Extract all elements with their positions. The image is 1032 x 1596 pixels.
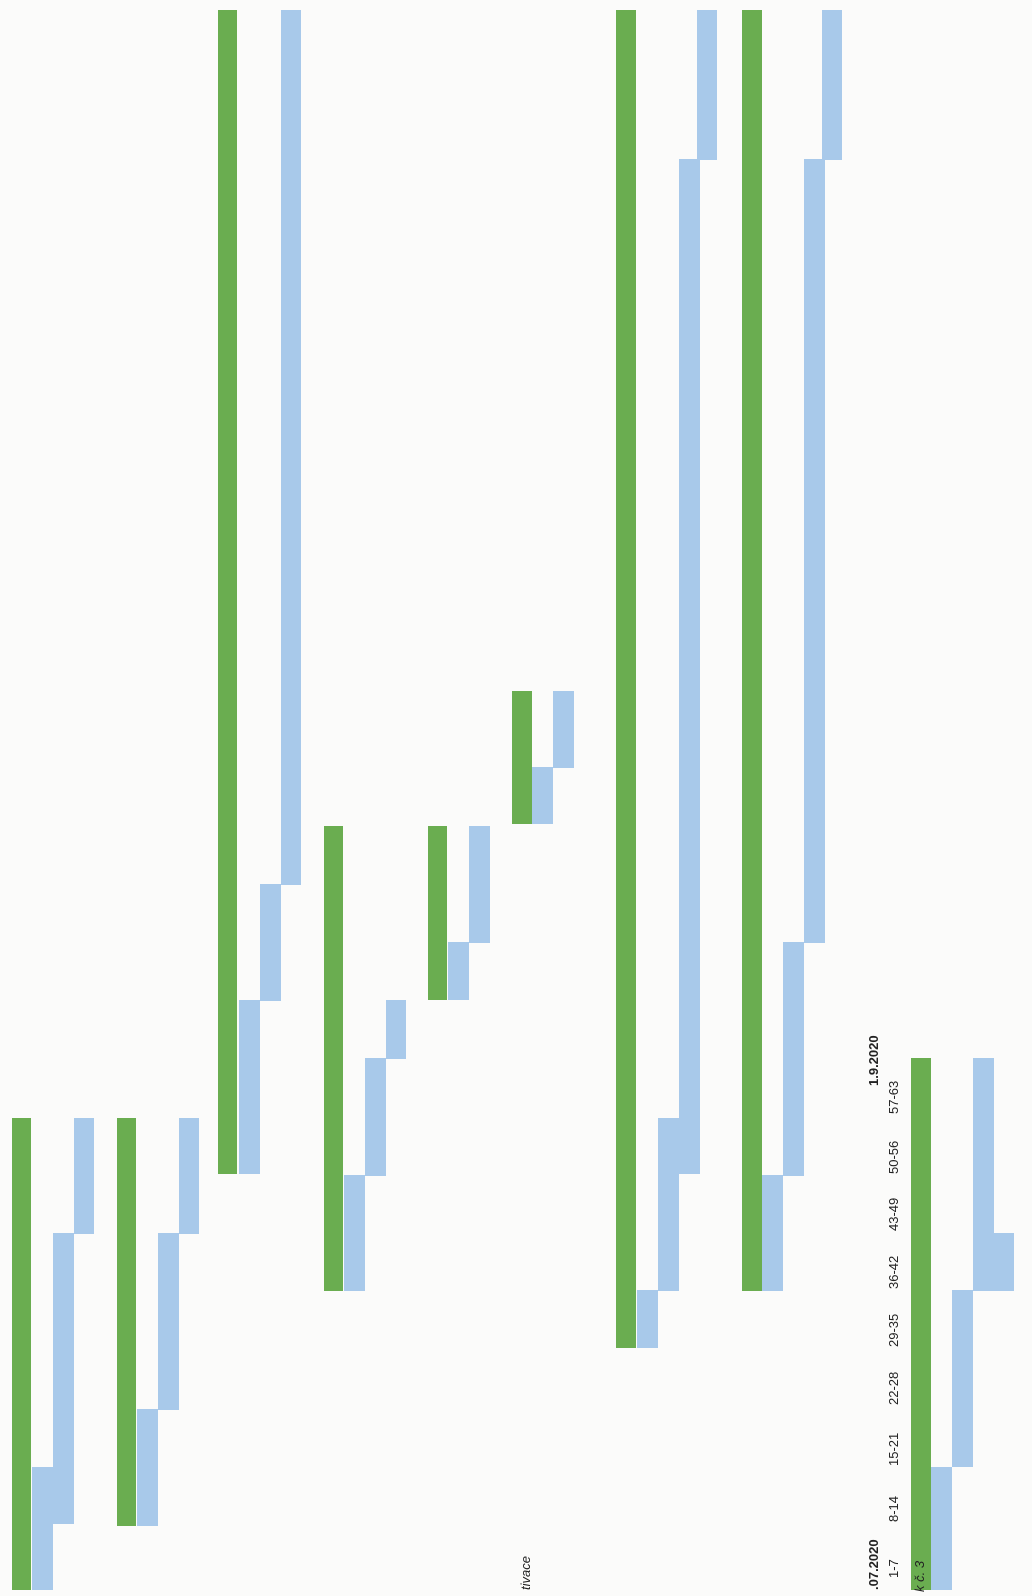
gantt-bar-actual	[365, 1058, 386, 1176]
gantt-bar-actual	[344, 1175, 365, 1291]
start-date-label: .07.2020	[866, 1539, 881, 1590]
gantt-bar-actual	[679, 1118, 700, 1174]
gantt-bar-actual	[679, 159, 700, 1174]
gantt-bar-actual	[804, 159, 825, 943]
gantt-bar-actual	[822, 10, 842, 160]
gantt-bar-actual	[386, 1000, 406, 1059]
week-range-label: 57-63	[886, 1080, 901, 1114]
row-label: k č. 3	[912, 1560, 927, 1592]
gantt-bar-planned	[324, 826, 343, 1291]
gantt-bar-planned	[117, 1118, 136, 1526]
week-range-label: 50-56	[886, 1140, 901, 1174]
timeline-bar-actual	[973, 1233, 994, 1291]
week-range-label: 36-42	[886, 1255, 901, 1289]
week-range-label: 8-14	[886, 1495, 901, 1522]
end-date-label: 1.9.2020	[866, 1035, 881, 1086]
week-range-label: 22-28	[886, 1371, 901, 1405]
gantt-bar-actual	[260, 884, 281, 1001]
gantt-bar-actual	[658, 1118, 679, 1291]
timeline-bar-planned	[911, 1058, 931, 1590]
week-range-label: 43-49	[886, 1197, 901, 1231]
gantt-bar-actual	[469, 826, 490, 943]
gantt-bar-actual	[179, 1118, 199, 1234]
gantt-bar-actual	[53, 1233, 74, 1524]
gantt-bar-actual	[637, 1290, 658, 1348]
gantt-bar-actual	[762, 1175, 783, 1291]
gantt-bar-planned	[428, 826, 447, 1000]
gantt-bar-actual	[697, 10, 717, 160]
gantt-bar-planned	[742, 10, 762, 1291]
gantt-bar-planned	[12, 1118, 31, 1590]
timeline-bar-actual	[992, 1233, 1014, 1291]
week-range-label: 1-7	[886, 1559, 901, 1578]
gantt-bar-actual	[553, 691, 574, 768]
timeline-bar-actual	[931, 1467, 952, 1590]
timeline-bar-actual	[952, 1290, 973, 1467]
gantt-bar-actual	[281, 10, 301, 885]
gantt-bar-actual	[32, 1467, 53, 1590]
gantt-bar-actual	[239, 1000, 260, 1174]
week-range-label: 29-35	[886, 1313, 901, 1347]
gantt-bar-actual	[158, 1233, 179, 1410]
gantt-bar-planned	[616, 10, 636, 1348]
gantt-bar-actual	[74, 1118, 94, 1234]
gantt-bar-planned	[512, 691, 532, 824]
week-range-label: 15-21	[886, 1432, 901, 1466]
fragment-label: tivace	[518, 1556, 533, 1590]
gantt-bar-actual	[137, 1409, 158, 1526]
gantt-bar-planned	[218, 10, 237, 1174]
gantt-bar-actual	[448, 942, 469, 1000]
gantt-bar-actual	[532, 767, 553, 824]
timeline-bar-actual	[973, 1058, 994, 1234]
gantt-bar-actual	[783, 942, 804, 1176]
